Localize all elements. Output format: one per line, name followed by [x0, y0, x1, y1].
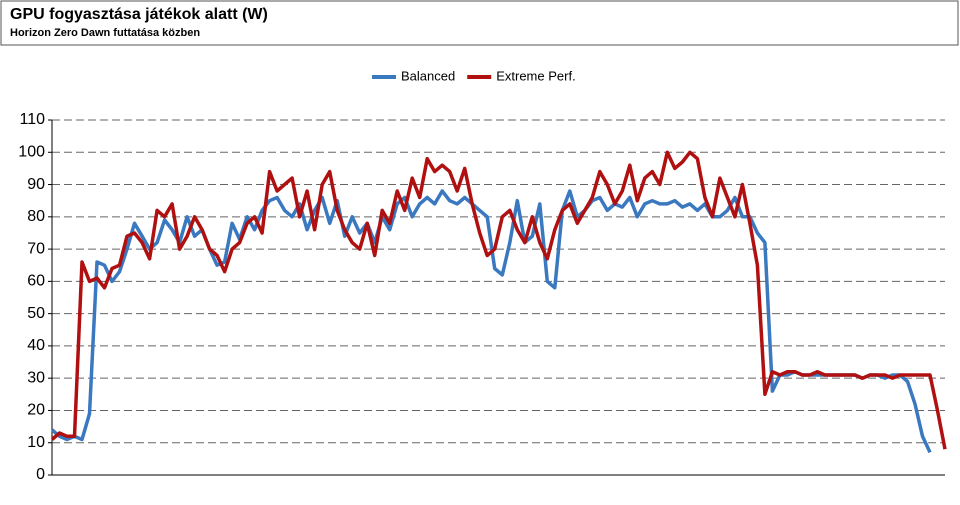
- legend-label: Balanced: [401, 68, 455, 83]
- y-tick-label: 80: [27, 208, 45, 225]
- y-tick-label: 40: [27, 337, 45, 354]
- y-tick-label: 60: [27, 273, 45, 290]
- y-tick-label: 20: [27, 402, 45, 419]
- y-tick-label: 90: [27, 176, 45, 193]
- y-tick-label: 100: [18, 143, 45, 160]
- series-line: [50, 150, 947, 450]
- legend-label: Extreme Perf.: [496, 68, 575, 83]
- y-tick-label: 0: [36, 466, 45, 483]
- y-tick-label: 10: [27, 434, 45, 451]
- series-line: [50, 189, 932, 454]
- y-tick-label: 70: [27, 240, 45, 257]
- y-tick-label: 110: [19, 111, 45, 128]
- chart-title: GPU fogyasztása játékok alatt (W): [10, 6, 268, 23]
- title-box: [0, 0, 959, 46]
- y-tick-label: 30: [27, 369, 45, 386]
- chart-subtitle: Horizon Zero Dawn futtatása közben: [10, 27, 200, 39]
- y-tick-label: 50: [27, 305, 45, 322]
